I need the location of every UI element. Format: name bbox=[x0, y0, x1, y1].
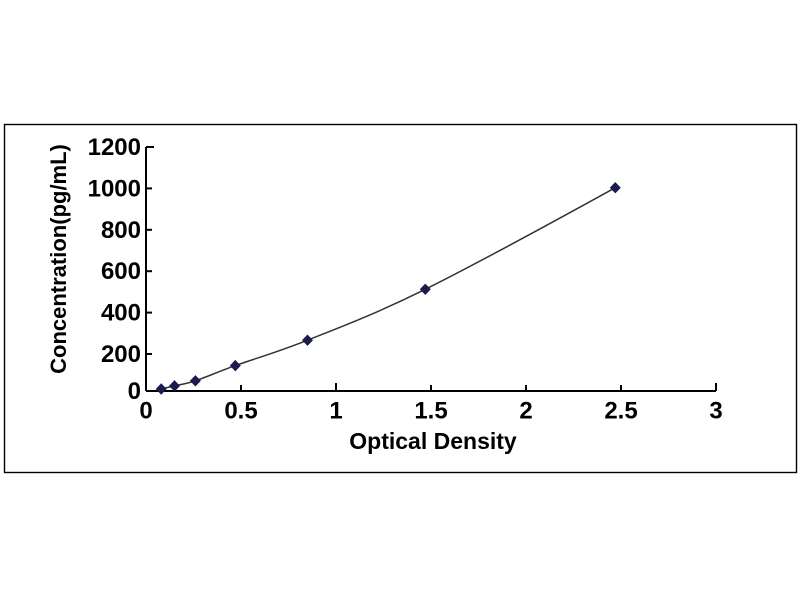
svg-text:1.5: 1.5 bbox=[414, 398, 447, 425]
svg-text:3: 3 bbox=[709, 398, 722, 425]
svg-text:0: 0 bbox=[139, 398, 152, 425]
svg-text:2: 2 bbox=[519, 398, 532, 425]
svg-text:200: 200 bbox=[101, 341, 141, 368]
svg-text:0.5: 0.5 bbox=[224, 398, 257, 425]
svg-text:800: 800 bbox=[101, 217, 141, 244]
svg-text:1200: 1200 bbox=[88, 134, 141, 161]
svg-text:600: 600 bbox=[101, 258, 141, 285]
svg-text:1000: 1000 bbox=[88, 175, 141, 202]
svg-text:2.5: 2.5 bbox=[604, 398, 637, 425]
svg-text:400: 400 bbox=[101, 300, 141, 327]
svg-text:Optical Density: Optical Density bbox=[349, 428, 517, 454]
svg-text:1: 1 bbox=[329, 398, 342, 425]
svg-text:Concentration(pg/mL): Concentration(pg/mL) bbox=[46, 144, 71, 374]
